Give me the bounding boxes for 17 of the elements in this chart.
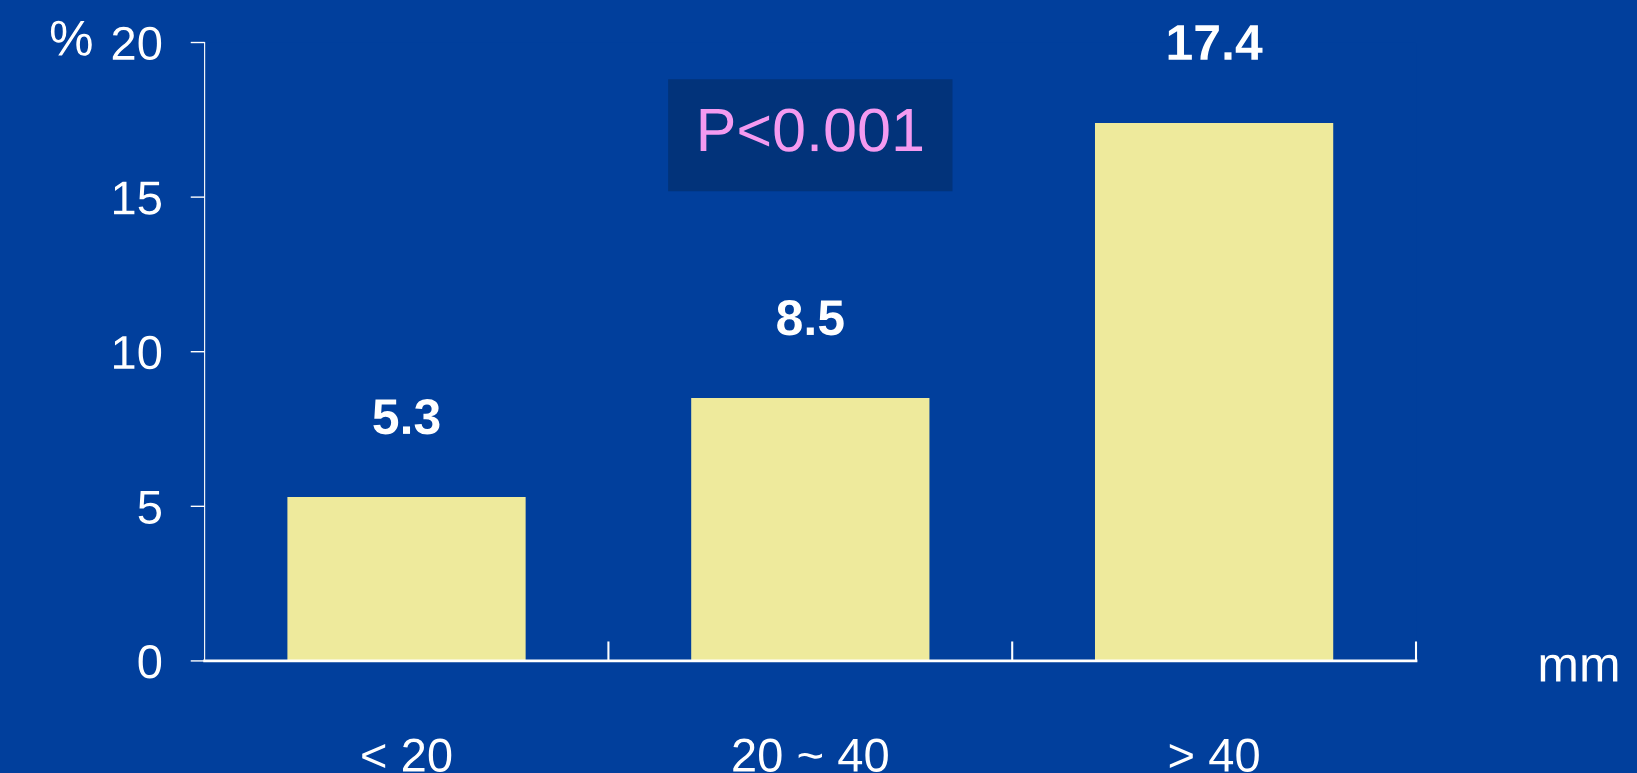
data-label: 5.3: [373, 398, 440, 435]
x-tick-label: > 40: [1169, 738, 1259, 772]
y-tick-label: 0: [138, 645, 162, 679]
bar: [1094, 122, 1334, 661]
x-tick-label: 20 ~ 40: [733, 738, 888, 772]
bar: [287, 497, 526, 661]
y-axis-title: %: [50, 20, 92, 56]
x-tick-label: < 20: [362, 738, 452, 772]
y-tick-label: 15: [114, 181, 161, 215]
y-tick-label: 5: [138, 490, 161, 524]
data-label: 17.4: [1168, 25, 1263, 60]
y-tick-label: 20: [112, 26, 162, 61]
x-axis-title: mm: [1540, 654, 1618, 682]
y-tick-label: 10: [114, 335, 162, 370]
annotation: P<0.001: [700, 108, 923, 152]
bar: [691, 398, 930, 661]
data-label: 8.5: [777, 300, 844, 336]
